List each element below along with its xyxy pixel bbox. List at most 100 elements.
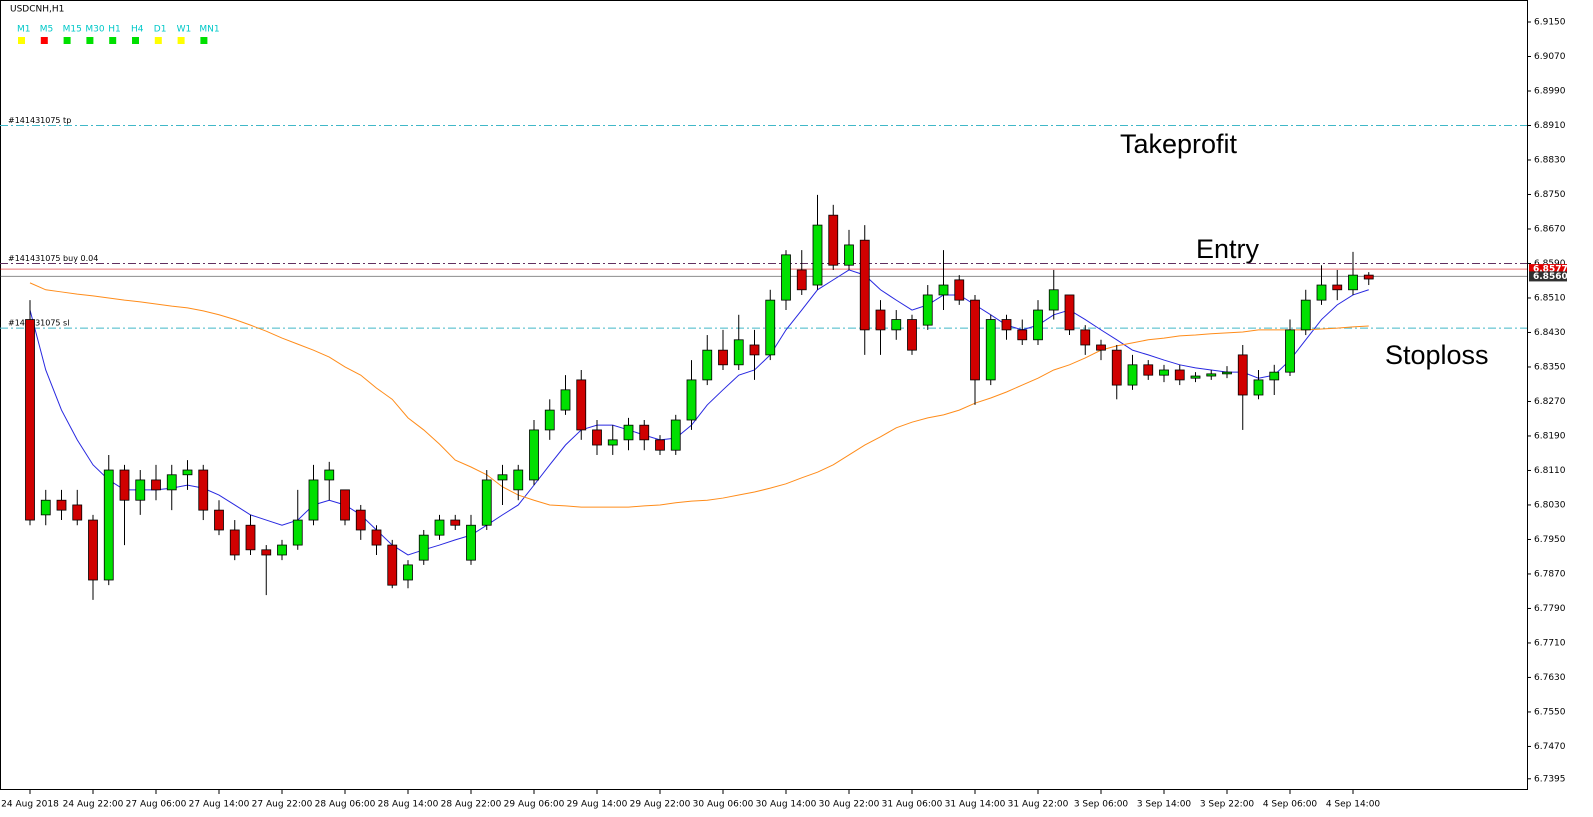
y-tick-label: 6.8110 <box>1534 466 1566 476</box>
order-level-label: #141431075 buy 0.04 <box>8 254 98 263</box>
candle-body <box>340 489 350 521</box>
candle-body <box>781 254 791 301</box>
plot-frame <box>0 0 1528 790</box>
y-tick-label: 6.9070 <box>1534 52 1566 62</box>
y-tick-label: 6.8190 <box>1534 431 1566 441</box>
y-tick-label: 6.8430 <box>1534 328 1566 338</box>
candle-body <box>1017 329 1028 341</box>
y-tick-label: 6.7710 <box>1534 638 1566 648</box>
price-tag-label: 6.8560 <box>1533 272 1568 282</box>
candle-body <box>765 299 776 356</box>
timeframe-status <box>86 37 94 44</box>
candle-body <box>1237 354 1248 396</box>
candle-body <box>1159 369 1169 376</box>
candle-body <box>1285 329 1295 373</box>
timeframe-label: D1 <box>154 25 167 35</box>
y-tick-label: 6.7550 <box>1534 707 1566 717</box>
candle-body <box>749 344 760 356</box>
candle-body <box>72 504 83 521</box>
x-tick-label: 29 Aug 22:00 <box>630 800 691 810</box>
price-tag <box>1529 271 1567 282</box>
y-tick-label: 6.7630 <box>1534 673 1566 683</box>
candle-body <box>434 519 445 536</box>
candle-body <box>1363 274 1374 280</box>
candle-body <box>245 524 256 551</box>
candle-body <box>812 224 823 286</box>
candle-body <box>1111 349 1122 386</box>
x-tick-label: 3 Sep 14:00 <box>1137 800 1192 810</box>
timeframe-status <box>154 37 162 44</box>
candle-body <box>907 319 917 351</box>
candle-body <box>387 544 398 586</box>
candle-body <box>1001 319 1012 331</box>
y-tick-label: 6.7790 <box>1534 604 1566 614</box>
candle-body <box>355 509 366 531</box>
candle-body <box>1190 375 1201 379</box>
candle-body <box>702 349 713 381</box>
candle-body <box>403 564 413 581</box>
x-tick-label: 27 Aug 14:00 <box>189 800 250 810</box>
candle-body <box>198 469 209 511</box>
x-tick-label: 4 Sep 14:00 <box>1326 800 1381 810</box>
candle-body <box>292 519 303 546</box>
order-level-label: #141431075 tp <box>8 116 71 125</box>
x-tick-label: 24 Aug 2018 <box>1 800 59 810</box>
timeframe-label: W1 <box>177 25 192 35</box>
candle-body <box>1332 284 1343 291</box>
timeframe-label: M1 <box>17 25 31 35</box>
candle-body <box>670 419 681 451</box>
candle-body <box>592 429 602 446</box>
candle-body <box>418 534 429 561</box>
timeframe-label: H4 <box>131 25 144 35</box>
candle-body <box>1348 274 1358 291</box>
timeframe-label: H1 <box>108 25 121 35</box>
candle-body <box>103 469 114 581</box>
candle-body <box>875 309 886 331</box>
x-tick-label: 27 Aug 06:00 <box>126 800 187 810</box>
y-tick-label: 6.8990 <box>1534 86 1566 96</box>
candle-body <box>655 439 665 451</box>
candle-body <box>324 469 335 481</box>
candle-body <box>733 339 744 366</box>
candle-body <box>371 529 382 546</box>
x-tick-label: 28 Aug 06:00 <box>315 800 376 810</box>
y-tick-label: 6.7395 <box>1534 774 1566 784</box>
timeframe-label: M30 <box>85 25 104 35</box>
candle-body <box>686 379 697 421</box>
x-tick-label: 3 Sep 22:00 <box>1200 800 1255 810</box>
y-tick-label: 6.8510 <box>1534 293 1566 303</box>
candle-body <box>1127 364 1138 386</box>
candle-body <box>56 499 67 511</box>
timeframe-status <box>200 37 208 44</box>
candle-body <box>1253 379 1264 396</box>
x-tick-label: 28 Aug 22:00 <box>441 800 502 810</box>
x-tick-label: 31 Aug 14:00 <box>945 800 1006 810</box>
timeframe-status <box>132 37 139 44</box>
price-tag <box>1529 264 1567 275</box>
candle-body <box>261 549 272 556</box>
x-tick-label: 29 Aug 06:00 <box>504 800 565 810</box>
candle-body <box>513 469 524 491</box>
candle-body <box>40 499 51 516</box>
candle-body <box>135 479 146 501</box>
candle-body <box>891 319 902 331</box>
y-tick-label: 6.7950 <box>1534 535 1566 545</box>
timeframe-status <box>177 37 185 44</box>
price-tag-label: 6.8577 <box>1533 265 1568 275</box>
x-tick-label: 30 Aug 22:00 <box>819 800 880 810</box>
candle-body <box>1033 309 1043 341</box>
x-tick-label: 24 Aug 22:00 <box>63 800 124 810</box>
candle-body <box>544 409 555 431</box>
y-tick-label: 6.8910 <box>1534 121 1566 131</box>
candle-body <box>938 284 949 296</box>
x-tick-label: 4 Sep 06:00 <box>1263 800 1318 810</box>
timeframe-status <box>109 37 117 44</box>
candle-body <box>1206 373 1217 377</box>
timeframe-label: M5 <box>40 25 54 35</box>
candle-body <box>88 519 98 581</box>
x-tick-label: 30 Aug 06:00 <box>693 800 754 810</box>
candle-body <box>718 349 728 366</box>
candle-body <box>151 479 161 491</box>
y-tick-label: 6.8590 <box>1534 259 1566 269</box>
